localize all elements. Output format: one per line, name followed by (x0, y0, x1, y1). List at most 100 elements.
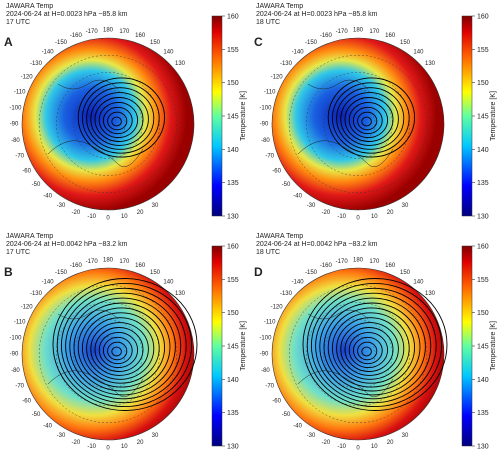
longitude-label: -30 (57, 203, 66, 209)
longitude-label: -20 (322, 440, 331, 446)
colorbar-tick-label: 135 (477, 410, 489, 417)
wind-contour (102, 106, 133, 135)
longitude-label: 20 (137, 440, 144, 446)
longitude-label: -140 (292, 280, 305, 286)
latitude-circle (56, 302, 160, 406)
latitude-circle (56, 72, 160, 176)
wind-contour (111, 346, 122, 357)
longitude-label: 20 (387, 440, 394, 446)
longitude-label: -20 (322, 210, 331, 216)
longitude-label: -70 (15, 384, 24, 390)
longitude-label: 130 (175, 61, 186, 67)
wind-contour (73, 302, 171, 392)
coastline (47, 309, 144, 398)
longitude-label: -50 (32, 412, 41, 418)
latitude-circle (90, 336, 126, 372)
panel-title: 17 UTC (6, 249, 30, 256)
latitude-circle (288, 284, 428, 424)
colorbar-tick-label: 160 (227, 14, 239, 21)
colorbar-tick-label: 145 (477, 114, 489, 121)
colorbar-label: Temperature [K] (490, 321, 497, 371)
longitude-label: 0 (356, 446, 360, 452)
latitude-circle (38, 284, 178, 424)
longitude-label: 10 (121, 214, 128, 220)
wind-contour (352, 336, 383, 365)
longitude-label: 20 (387, 210, 394, 216)
wind-contour (302, 278, 448, 411)
latitude-circle (306, 72, 410, 176)
longitude-label: -60 (272, 399, 281, 405)
wind-contour (331, 312, 410, 384)
panel-title: 18 UTC (256, 19, 280, 26)
longitude-label: -60 (22, 399, 31, 405)
longitude-label: 180 (353, 258, 364, 264)
wind-contour (306, 282, 443, 408)
colorbar-tick-label: 135 (227, 180, 239, 187)
longitude-label: -50 (32, 182, 41, 188)
longitude-label: 10 (121, 444, 128, 450)
wind-contour (52, 278, 198, 411)
wind-contour (344, 327, 394, 372)
colorbar-tick-label: 150 (477, 310, 489, 317)
longitude-label: -50 (282, 412, 291, 418)
longitude-label: 150 (400, 40, 411, 46)
latitude-circle (340, 106, 376, 142)
colorbar-tick-label: 160 (477, 244, 489, 251)
longitude-label: 180 (353, 28, 364, 34)
colorbar-tick-label: 135 (477, 180, 489, 187)
wind-contour (56, 282, 193, 408)
panel-letter: D (254, 265, 263, 279)
wind-contour (336, 87, 405, 150)
wind-contour (60, 287, 187, 404)
longitude-label: -10 (337, 444, 346, 450)
colorbar-tick-label: 155 (477, 277, 489, 284)
longitude-label: -70 (265, 154, 274, 160)
wind-contour (90, 92, 149, 146)
longitude-label: 0 (356, 216, 360, 222)
longitude-label: -50 (282, 182, 291, 188)
colorbar-tick-label: 160 (227, 244, 239, 251)
wind-contour (81, 82, 160, 154)
wind-contour (336, 317, 405, 380)
wind-contour (94, 97, 144, 142)
wind-contour (90, 322, 149, 376)
longitude-label: -120 (271, 75, 284, 81)
longitude-label: 30 (152, 203, 159, 209)
longitude-label: -80 (261, 138, 270, 144)
longitude-label: -160 (70, 33, 83, 39)
longitude-label: -170 (86, 259, 99, 265)
colorbar-tick-label: 135 (227, 410, 239, 417)
longitude-label: -130 (30, 61, 43, 67)
wind-contour (107, 111, 128, 131)
wind-contour (86, 87, 155, 150)
longitude-label: 170 (369, 259, 380, 265)
latitude-circle (288, 54, 428, 194)
longitude-label: -80 (11, 138, 20, 144)
coastline (297, 309, 394, 398)
latitude-circle (90, 106, 126, 142)
longitude-label: -130 (280, 291, 293, 297)
longitude-label: 130 (425, 291, 436, 297)
longitude-label: -100 (9, 335, 22, 341)
wind-contour (65, 292, 182, 400)
longitude-label: -80 (261, 368, 270, 374)
longitude-label: 180 (103, 28, 114, 34)
longitude-label: 20 (137, 210, 144, 216)
colorbar-tick-label: 145 (227, 344, 239, 351)
colorbar-tick-label: 150 (227, 310, 239, 317)
panel-letter: B (4, 265, 13, 279)
longitude-label: -10 (87, 214, 96, 220)
panel-title: 2024-06-24 at H=0.0023 hPa ~85.8 km (6, 11, 128, 18)
longitude-label: 130 (175, 291, 186, 297)
wind-contour (340, 322, 399, 376)
colorbar-tick-label: 140 (227, 147, 239, 154)
wind-contour (344, 97, 394, 142)
panel-title: 2024-06-24 at H=0.0023 hPa ~85.8 km (256, 11, 378, 18)
wind-contour (77, 77, 166, 158)
longitude-label: -90 (260, 122, 269, 128)
longitude-label: -70 (265, 384, 274, 390)
wind-contour (94, 327, 144, 372)
longitude-label: -60 (22, 169, 31, 175)
longitude-label: -140 (42, 280, 55, 286)
